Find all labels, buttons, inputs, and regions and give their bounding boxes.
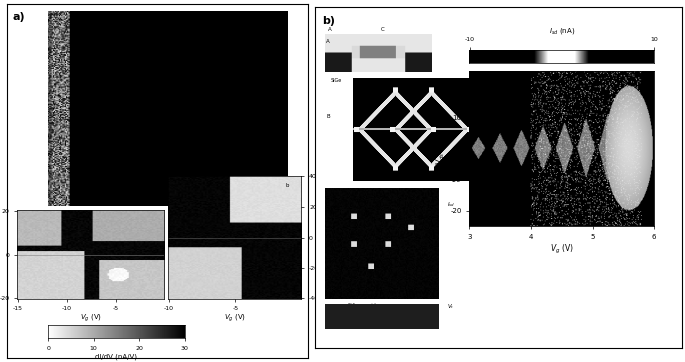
X-axis label: $V_g$ (V): $V_g$ (V): [550, 243, 573, 256]
Y-axis label: $V_{ds}$ (mV): $V_{ds}$ (mV): [435, 131, 447, 165]
X-axis label: $V_g$ (V): $V_g$ (V): [79, 313, 102, 324]
Text: $V_t$: $V_t$: [447, 302, 454, 311]
Text: Silicon oxide: Silicon oxide: [348, 303, 379, 308]
Text: SiGe: SiGe: [331, 78, 342, 83]
Text: b: b: [286, 183, 289, 188]
X-axis label: $V_g$ (V): $V_g$ (V): [223, 313, 246, 324]
Text: Al: Al: [405, 78, 410, 83]
Text: B: B: [326, 114, 329, 119]
Text: a): a): [13, 13, 25, 22]
Text: A: A: [326, 39, 330, 44]
Text: C: C: [381, 26, 384, 31]
X-axis label: dI/dV (nA/V): dI/dV (nA/V): [95, 354, 138, 361]
Text: A: A: [327, 26, 332, 31]
Text: b): b): [323, 16, 336, 26]
Y-axis label: V(mV): V(mV): [321, 226, 327, 248]
Title: $I_{sd}$ (nA): $I_{sd}$ (nA): [549, 26, 575, 36]
Text: C: C: [326, 202, 330, 207]
Text: $I_{sd}$: $I_{sd}$: [447, 200, 455, 209]
